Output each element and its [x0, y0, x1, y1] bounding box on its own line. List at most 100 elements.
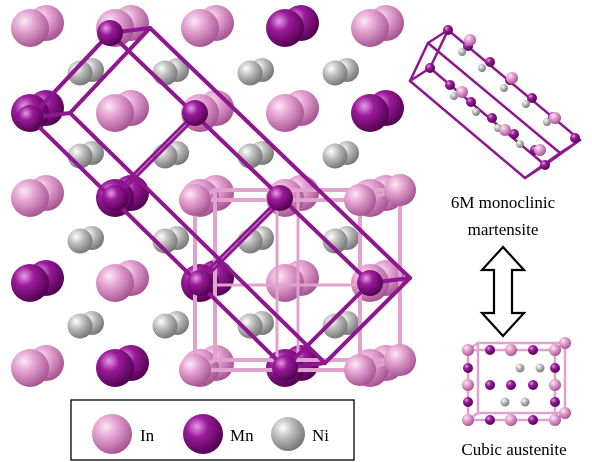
ni-atom	[152, 313, 178, 339]
mn-atom	[97, 20, 123, 46]
in-atom	[179, 354, 211, 386]
in-atom-legend-icon	[92, 414, 132, 454]
mn-atom	[528, 380, 538, 390]
in-atom	[506, 72, 518, 84]
in-atom	[549, 344, 561, 356]
ni-atom	[237, 143, 263, 169]
in-atom	[549, 112, 561, 124]
ni-atom	[500, 84, 508, 92]
in-atom	[384, 174, 416, 206]
ni-atom	[152, 60, 178, 86]
ni-atom	[478, 64, 486, 72]
ni-atom	[543, 118, 551, 126]
ni-atom	[535, 363, 545, 373]
ni-atom	[67, 313, 93, 339]
in-atom	[181, 9, 219, 47]
in-atom	[549, 379, 561, 391]
ni-atom	[322, 228, 348, 254]
mn-atom	[485, 57, 495, 67]
ni-atom	[67, 60, 93, 86]
in-atom	[266, 94, 304, 132]
unit-cell-edge	[148, 26, 412, 280]
legend-label-ni: Ni	[312, 426, 329, 445]
in-atom	[179, 184, 211, 216]
mn-atom	[463, 397, 473, 407]
in-atom	[384, 344, 416, 376]
monoclinic-cell-overlay	[28, 26, 412, 370]
mn-atom	[443, 25, 453, 35]
unit-cell-edge	[113, 116, 197, 200]
mn-atom	[187, 270, 213, 296]
in-atom	[505, 414, 517, 426]
in-atom	[462, 414, 474, 426]
austenite-caption: Cubic austenite	[461, 440, 566, 459]
in-atom	[96, 264, 134, 302]
ni-atom	[515, 363, 525, 373]
unit-cell-edge	[428, 28, 450, 70]
mn-atom	[463, 363, 473, 373]
ni-atom-legend-icon	[271, 417, 305, 451]
in-atom	[344, 184, 376, 216]
unit-cell-edge	[198, 201, 282, 285]
unit-cell-edge	[68, 111, 327, 365]
in-atom	[344, 354, 376, 386]
unit-cell-edge	[193, 196, 282, 285]
mn-atom	[11, 264, 49, 302]
mn-atom	[425, 63, 435, 73]
mn-atom	[182, 100, 208, 126]
mn-atom	[540, 160, 550, 170]
mn-atom	[528, 345, 538, 355]
mn-atom	[506, 380, 516, 390]
unit-cell-edge	[28, 116, 287, 370]
in-atom	[559, 337, 571, 349]
legend-label-mn: Mn	[230, 426, 254, 445]
in-atom	[11, 179, 49, 217]
mn-atom	[528, 415, 538, 425]
unit-cell-edge	[323, 276, 412, 365]
mn-atom	[357, 270, 383, 296]
unit-cell-edge	[28, 31, 112, 120]
mn-atom	[550, 363, 560, 373]
in-atom	[549, 414, 561, 426]
mn-atom	[466, 97, 476, 107]
mn-atom	[485, 380, 495, 390]
unit-cell-edge	[108, 31, 372, 285]
ni-atom	[516, 140, 524, 148]
mn-atom	[272, 355, 298, 381]
ni-atom	[237, 60, 263, 86]
ni-atom	[500, 397, 510, 407]
in-atom	[462, 379, 474, 391]
legend-label-in: In	[140, 426, 155, 445]
mn-atom	[550, 397, 560, 407]
mn-atom	[487, 113, 497, 123]
in-atom	[499, 124, 511, 136]
mn-atom	[445, 80, 455, 90]
mn-atom	[17, 105, 43, 131]
atom-legend: In Mn Ni	[70, 399, 355, 461]
mn-atom	[351, 94, 389, 132]
unit-cell-edge	[426, 41, 562, 155]
unit-cell-edge	[283, 281, 372, 370]
ni-atom	[67, 228, 93, 254]
mn-atom	[527, 93, 537, 103]
ni-atom	[322, 60, 348, 86]
in-atom	[96, 94, 134, 132]
mn-atom	[485, 345, 495, 355]
in-atom	[11, 9, 49, 47]
transformation-double-arrow-icon	[479, 245, 527, 338]
mn-atom	[485, 415, 495, 425]
martensite-caption-line2: martensite	[468, 220, 539, 239]
in-atom	[464, 34, 476, 46]
in-atom	[534, 144, 546, 156]
in-atom	[456, 86, 468, 98]
ni-atom	[450, 92, 458, 100]
mn-atom-legend-icon	[183, 414, 223, 454]
main-structure-front-atoms	[17, 20, 416, 386]
unit-cell-edge	[108, 111, 197, 200]
mn-atom	[102, 185, 128, 211]
unit-cell-edge	[68, 26, 152, 115]
ni-atom	[472, 108, 480, 116]
unit-cell-edge	[408, 79, 527, 180]
ni-atom	[322, 313, 348, 339]
ni-atom	[322, 143, 348, 169]
